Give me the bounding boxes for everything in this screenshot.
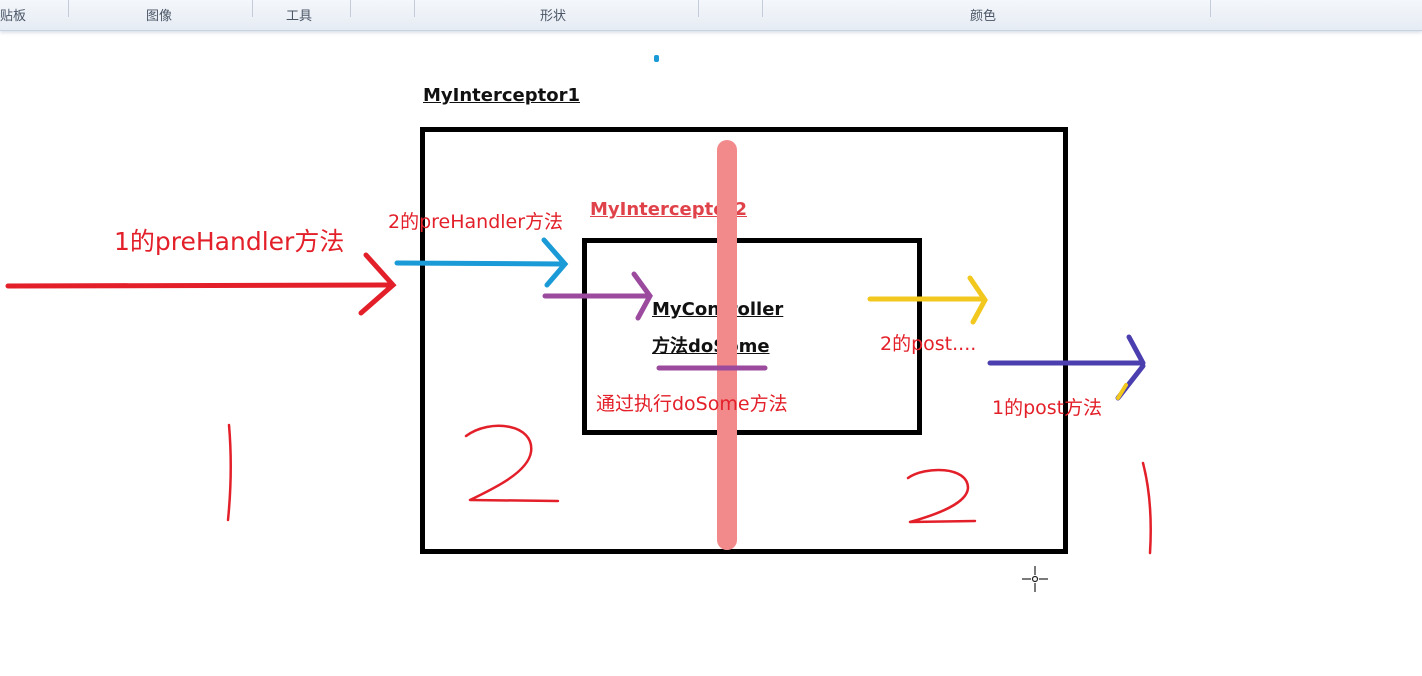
ribbon-separator (414, 0, 415, 17)
ribbon-group-colors[interactable]: 颜色 (970, 9, 997, 24)
label-pre2: 2的preHandler方法 (388, 211, 564, 233)
handwritten-one-right (1141, 461, 1152, 555)
arrow-post2 (867, 275, 988, 325)
blue-dot (654, 55, 659, 62)
ribbon-separator (762, 0, 763, 17)
ribbon-separator (252, 0, 253, 17)
ribbon-separator (350, 0, 351, 17)
ribbon-separator (698, 0, 699, 17)
outer-interceptor-box (420, 127, 1068, 554)
ribbon-toolbar: 贴板 图像 工具 形状 颜色 (0, 0, 1422, 31)
handwritten-one-left (226, 423, 233, 522)
inner-interceptor-title: MyInterceptor2 (590, 199, 747, 220)
arrow-pre2 (394, 237, 569, 288)
arrow-post1 (987, 334, 1146, 401)
label-exec-dosome: 通过执行doSome方法 (596, 393, 788, 415)
ribbon-group-shapes[interactable]: 形状 (540, 9, 567, 24)
label-post2: 2的post.... (880, 333, 977, 355)
crosshair-cursor-icon (1022, 566, 1048, 592)
label-pre1: 1的preHandler方法 (114, 227, 345, 256)
ribbon-group-clipboard[interactable]: 贴板 (0, 9, 27, 24)
handwritten-two-right (906, 468, 977, 524)
ribbon-separator (68, 0, 69, 17)
inner-interceptor-box (582, 238, 922, 435)
arrow-into-controller (542, 271, 653, 321)
ribbon-group-image[interactable]: 图像 (146, 9, 173, 24)
label-post1: 1的post方法 (992, 397, 1103, 419)
outer-interceptor-title: MyInterceptor1 (423, 85, 580, 106)
ribbon-group-tools[interactable]: 工具 (286, 9, 313, 24)
controller-method: 方法doSome (652, 336, 770, 357)
handwritten-two-left (464, 424, 560, 503)
arrow-pre1 (5, 252, 397, 316)
ribbon-separator (1210, 0, 1211, 17)
